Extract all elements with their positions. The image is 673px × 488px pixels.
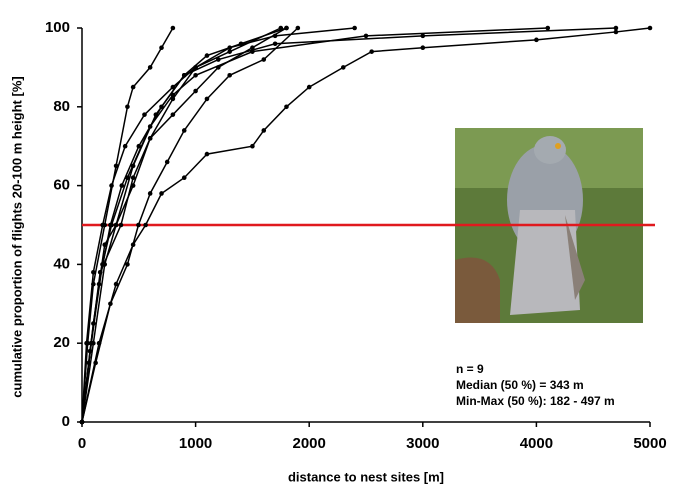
data-point bbox=[204, 96, 210, 102]
data-point bbox=[545, 25, 551, 31]
data-point bbox=[340, 65, 346, 70]
x-tick-label: 0 bbox=[78, 435, 86, 452]
data-point bbox=[130, 84, 136, 90]
data-point bbox=[122, 143, 128, 149]
y-tick-label: 20 bbox=[53, 334, 70, 351]
data-point bbox=[100, 222, 105, 228]
data-point bbox=[261, 57, 267, 62]
data-point bbox=[108, 301, 113, 307]
data-point bbox=[204, 151, 210, 157]
data-point bbox=[227, 72, 232, 78]
data-point bbox=[420, 33, 426, 39]
data-point bbox=[284, 25, 289, 31]
data-point bbox=[272, 41, 278, 47]
data-point bbox=[534, 37, 539, 43]
data-point bbox=[193, 65, 198, 70]
data-point bbox=[142, 112, 147, 117]
annotation: Min-Max (50 %): 182 - 497 m bbox=[456, 394, 615, 408]
data-point bbox=[159, 45, 164, 50]
data-point bbox=[216, 57, 221, 62]
data-point bbox=[109, 222, 114, 228]
data-point bbox=[109, 183, 114, 188]
series-line bbox=[81, 27, 651, 423]
data-point bbox=[193, 88, 198, 94]
x-tick-label: 2000 bbox=[293, 435, 326, 452]
annotation: Median (50 %) = 343 m bbox=[456, 378, 584, 392]
data-point bbox=[250, 45, 255, 50]
data-point bbox=[647, 25, 653, 31]
data-point bbox=[130, 175, 136, 181]
data-point bbox=[363, 33, 369, 39]
x-tick-label: 1000 bbox=[179, 435, 212, 452]
data-point bbox=[159, 191, 164, 196]
data-point bbox=[170, 25, 176, 31]
data-point bbox=[113, 222, 119, 228]
data-point bbox=[193, 72, 198, 78]
annotation: n = 9 bbox=[456, 362, 484, 376]
data-point bbox=[613, 25, 619, 31]
y-tick-label: 0 bbox=[62, 413, 70, 430]
x-tick-label: 4000 bbox=[520, 435, 553, 452]
data-point bbox=[181, 175, 187, 181]
data-point bbox=[227, 49, 232, 54]
data-point bbox=[164, 159, 170, 165]
data-point bbox=[79, 419, 85, 425]
data-point bbox=[119, 183, 125, 188]
data-point bbox=[227, 45, 232, 50]
data-point bbox=[91, 269, 96, 275]
data-point bbox=[284, 104, 289, 110]
data-point bbox=[153, 112, 159, 117]
series-line bbox=[81, 27, 174, 423]
data-point bbox=[136, 143, 142, 149]
data-point bbox=[143, 222, 148, 228]
data-point bbox=[613, 29, 619, 35]
data-point bbox=[352, 25, 357, 31]
data-point bbox=[125, 104, 130, 110]
data-point bbox=[204, 53, 210, 58]
data-point bbox=[102, 242, 108, 247]
data-point bbox=[136, 222, 141, 228]
data-point bbox=[216, 65, 221, 70]
data-point bbox=[181, 128, 187, 133]
data-point bbox=[87, 348, 93, 354]
series-line bbox=[81, 27, 299, 423]
y-tick-label: 80 bbox=[53, 98, 70, 115]
data-point bbox=[84, 340, 89, 346]
data-point bbox=[295, 25, 301, 31]
data-point bbox=[93, 360, 98, 366]
data-point bbox=[125, 175, 130, 181]
data-point bbox=[170, 112, 176, 117]
data-point bbox=[147, 191, 153, 196]
x-tick-label: 5000 bbox=[633, 435, 666, 452]
y-tick-label: 40 bbox=[53, 255, 70, 272]
data-point bbox=[420, 45, 426, 50]
x-tick-label: 3000 bbox=[406, 435, 439, 452]
data-point bbox=[261, 128, 267, 133]
x-axis-title: distance to nest sites [m] bbox=[288, 469, 444, 484]
data-point bbox=[306, 84, 312, 90]
data-point bbox=[118, 222, 124, 228]
y-tick-label: 60 bbox=[53, 177, 70, 194]
data-point bbox=[130, 163, 136, 169]
data-point bbox=[97, 269, 103, 275]
y-tick-label: 100 bbox=[45, 19, 70, 36]
data-point bbox=[278, 25, 284, 31]
data-point bbox=[147, 136, 153, 141]
data-point bbox=[369, 49, 374, 54]
data-point bbox=[125, 262, 130, 267]
data-point bbox=[147, 65, 153, 70]
data-point bbox=[170, 84, 176, 90]
data-point bbox=[250, 143, 255, 149]
data-point bbox=[113, 281, 119, 287]
y-axis-title: cumulative proportion of flights 20-100 … bbox=[9, 76, 24, 397]
